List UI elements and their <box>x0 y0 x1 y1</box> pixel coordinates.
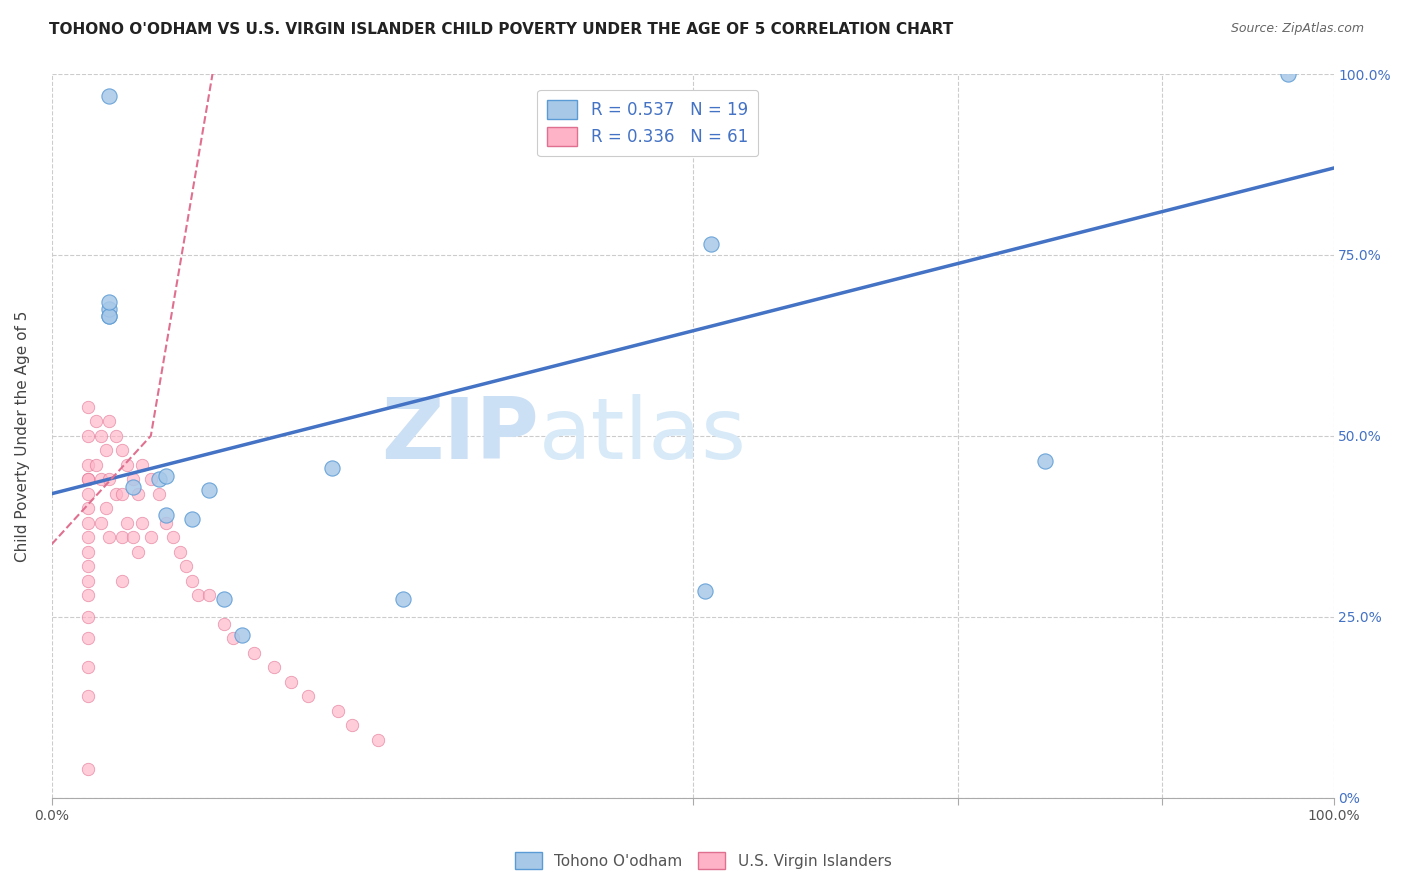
Point <box>76 458 98 472</box>
Point <box>700 237 723 252</box>
Point <box>94 443 117 458</box>
Point <box>155 516 177 530</box>
Text: TOHONO O'ODHAM VS U.S. VIRGIN ISLANDER CHILD POVERTY UNDER THE AGE OF 5 CORRELAT: TOHONO O'ODHAM VS U.S. VIRGIN ISLANDER C… <box>49 22 953 37</box>
Point <box>367 732 389 747</box>
Point <box>97 414 120 428</box>
Point <box>111 574 134 588</box>
Point <box>97 88 120 103</box>
Point <box>148 472 170 486</box>
Point <box>155 468 177 483</box>
Point <box>76 429 98 443</box>
Point <box>94 501 117 516</box>
Text: atlas: atlas <box>538 394 747 477</box>
Point <box>131 516 153 530</box>
Point <box>111 443 134 458</box>
Point <box>121 530 143 544</box>
Point <box>76 544 98 558</box>
Point <box>104 429 127 443</box>
Y-axis label: Child Poverty Under the Age of 5: Child Poverty Under the Age of 5 <box>15 310 30 562</box>
Point <box>139 472 162 486</box>
Point <box>76 472 98 486</box>
Point <box>695 584 717 599</box>
Point <box>127 544 149 558</box>
Point <box>117 516 139 530</box>
Point <box>297 690 319 704</box>
Point <box>162 530 184 544</box>
Point <box>111 530 134 544</box>
Point <box>84 458 107 472</box>
Point <box>76 632 98 646</box>
Point <box>139 530 162 544</box>
Point <box>321 461 343 475</box>
Point <box>90 429 112 443</box>
Point <box>231 628 253 642</box>
Point <box>76 609 98 624</box>
Point <box>263 660 285 674</box>
Point <box>1033 454 1056 468</box>
Point <box>127 487 149 501</box>
Point <box>90 472 112 486</box>
Point <box>111 487 134 501</box>
Point <box>340 718 363 732</box>
Legend: R = 0.537   N = 19, R = 0.336   N = 61: R = 0.537 N = 19, R = 0.336 N = 61 <box>537 89 758 156</box>
Point <box>169 544 191 558</box>
Point <box>84 414 107 428</box>
Legend: Tohono O'odham, U.S. Virgin Islanders: Tohono O'odham, U.S. Virgin Islanders <box>509 846 897 875</box>
Point <box>76 588 98 602</box>
Point <box>280 674 302 689</box>
Point <box>121 479 143 493</box>
Point <box>97 310 120 324</box>
Point <box>131 458 153 472</box>
Point <box>97 530 120 544</box>
Text: ZIP: ZIP <box>381 394 538 477</box>
Point <box>97 302 120 317</box>
Point <box>76 501 98 516</box>
Point <box>117 458 139 472</box>
Point <box>243 646 266 660</box>
Text: Source: ZipAtlas.com: Source: ZipAtlas.com <box>1230 22 1364 36</box>
Point <box>121 472 143 486</box>
Point <box>222 632 245 646</box>
Point <box>76 660 98 674</box>
Point <box>328 704 350 718</box>
Point <box>76 574 98 588</box>
Point <box>187 588 209 602</box>
Point <box>212 617 235 632</box>
Point <box>148 487 170 501</box>
Point <box>76 530 98 544</box>
Point <box>155 508 177 523</box>
Point <box>76 762 98 776</box>
Point <box>76 559 98 574</box>
Point <box>97 295 120 310</box>
Point <box>391 591 413 606</box>
Point <box>76 400 98 414</box>
Point <box>76 516 98 530</box>
Point <box>76 690 98 704</box>
Point <box>97 472 120 486</box>
Point <box>76 487 98 501</box>
Point <box>197 588 219 602</box>
Point <box>90 516 112 530</box>
Point <box>197 483 219 497</box>
Point <box>174 559 197 574</box>
Point <box>76 472 98 486</box>
Point <box>104 487 127 501</box>
Point <box>181 574 204 588</box>
Point <box>181 512 204 526</box>
Point <box>97 310 120 324</box>
Point <box>212 591 235 606</box>
Point <box>1277 67 1299 81</box>
